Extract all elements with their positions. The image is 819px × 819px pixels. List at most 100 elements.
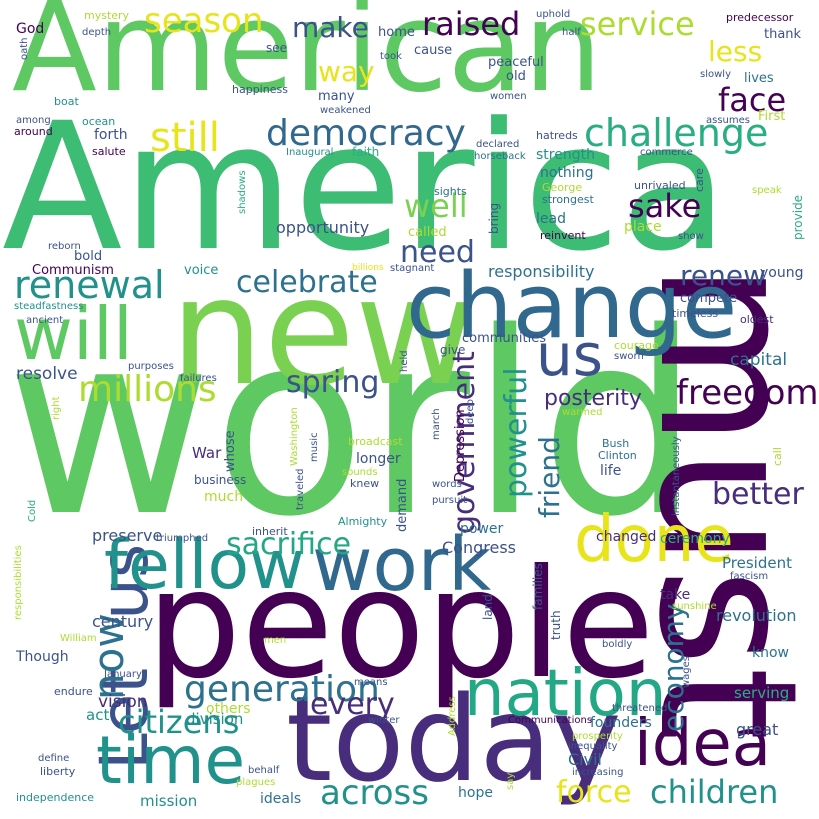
word-revolution: revolution xyxy=(716,606,797,625)
word-life: life xyxy=(600,463,622,479)
word-whose: whose xyxy=(223,430,238,472)
word-weakened: weakened xyxy=(320,105,371,116)
word-renew: renew xyxy=(680,259,766,292)
word-independence: independence xyxy=(16,791,95,804)
word-george: George xyxy=(542,181,583,194)
word-nothing: nothing xyxy=(540,165,594,181)
word-mission: mission xyxy=(140,792,198,810)
word-traveled: traveled xyxy=(295,468,306,510)
word-ancient: ancient xyxy=(26,315,64,326)
word-see: see xyxy=(266,41,288,55)
word-raised: raised xyxy=(422,5,521,43)
word-say: say xyxy=(505,772,516,790)
word-power: power xyxy=(460,521,504,537)
word-march: march xyxy=(431,408,442,440)
word-boldly: boldly xyxy=(602,639,633,650)
word-thank: thank xyxy=(764,27,802,42)
word-voice: voice xyxy=(184,263,219,278)
word-hope: hope xyxy=(458,785,493,801)
word-bush: Bush xyxy=(602,437,630,450)
word-powerful: powerful xyxy=(499,367,534,498)
word-bold: bold xyxy=(74,249,103,264)
word-address: Address xyxy=(447,696,458,736)
word-make: make xyxy=(292,11,369,44)
word-today: today xyxy=(286,670,622,808)
word-sworn: sworn xyxy=(614,351,644,362)
word-president: President xyxy=(722,554,792,572)
word-ceremony: ceremony xyxy=(660,531,730,547)
word-warmed: warmed xyxy=(562,407,603,418)
word-billions: billions xyxy=(352,263,384,273)
word-ideals: ideals xyxy=(260,791,302,807)
word-business: business xyxy=(194,473,247,487)
word-new: new xyxy=(170,246,476,418)
word-prosperity: prosperity xyxy=(572,731,623,742)
word-time: time xyxy=(96,722,246,799)
word-men: men xyxy=(264,635,287,646)
word-william: William xyxy=(60,633,97,644)
word-others: others xyxy=(206,701,251,717)
word-purposes: purposes xyxy=(128,361,174,372)
word-january: January xyxy=(104,669,142,680)
word-century: century xyxy=(92,612,154,631)
word-sacrifice: sacrifice xyxy=(226,527,352,562)
word-forth: forth xyxy=(94,127,128,143)
word-will: will xyxy=(14,292,133,376)
word-people: people xyxy=(146,538,655,712)
word-strongest: strongest xyxy=(542,193,594,206)
word-young: young xyxy=(760,265,804,281)
word-lead: lead xyxy=(536,211,566,227)
word-inequality: inequality xyxy=(568,741,618,752)
word-posterity: posterity xyxy=(544,386,642,411)
word-place: place xyxy=(624,219,662,235)
word-truth: truth xyxy=(549,610,563,640)
word-changed: changed xyxy=(596,529,657,545)
word-american: American xyxy=(12,0,603,120)
word-responsibility: responsibility xyxy=(488,262,595,281)
word-idea: idea xyxy=(634,707,771,781)
word-means: means xyxy=(354,677,388,688)
word-around: around xyxy=(14,125,53,138)
word-clinton: Clinton xyxy=(598,449,637,462)
word-children: children xyxy=(650,773,779,811)
word-courage: courage xyxy=(614,339,659,352)
word-called: called xyxy=(408,225,447,240)
word-among: among xyxy=(16,115,51,126)
word-spring: spring xyxy=(286,365,380,400)
word-great: great xyxy=(736,720,779,739)
word-oath: oath xyxy=(19,37,30,60)
word-boat: boat xyxy=(54,95,79,108)
word-face: face xyxy=(718,81,787,119)
word-freedom: freedom xyxy=(676,373,819,413)
word-many: many xyxy=(318,89,355,104)
word-cause: cause xyxy=(414,43,453,58)
word-define: define xyxy=(38,753,70,764)
word-happiness: happiness xyxy=(232,83,288,96)
word-declared: declared xyxy=(476,139,520,150)
word-triumphed: triumphed xyxy=(156,533,209,544)
word-vision: vision xyxy=(98,692,148,712)
word-millions: millions xyxy=(78,369,217,410)
word-slowly: slowly xyxy=(700,69,731,80)
word-took: took xyxy=(380,51,402,62)
word-increasing: increasing xyxy=(572,767,624,778)
word-communities: communities xyxy=(462,331,546,346)
word-shadows: shadows xyxy=(237,170,248,214)
word-bring: bring xyxy=(487,202,501,234)
word-winter: winter xyxy=(368,715,400,726)
word-resolve: resolve xyxy=(16,364,78,384)
word-land: land xyxy=(481,594,495,620)
word-generation: generation xyxy=(184,669,380,710)
word-sounds: sounds xyxy=(342,467,378,478)
word-challenge: challenge xyxy=(584,111,769,155)
word-serving: serving xyxy=(734,684,790,702)
word-god: God xyxy=(16,21,45,37)
word-life-small: provide xyxy=(791,194,805,240)
word-show: show xyxy=(678,231,704,242)
word-take: take xyxy=(660,587,691,603)
word-behalf: behalf xyxy=(248,765,280,776)
word-communications: Communications xyxy=(508,715,593,726)
word-better: better xyxy=(712,477,804,512)
word-division: division xyxy=(186,710,244,728)
word-timeless: timeless xyxy=(672,307,719,320)
